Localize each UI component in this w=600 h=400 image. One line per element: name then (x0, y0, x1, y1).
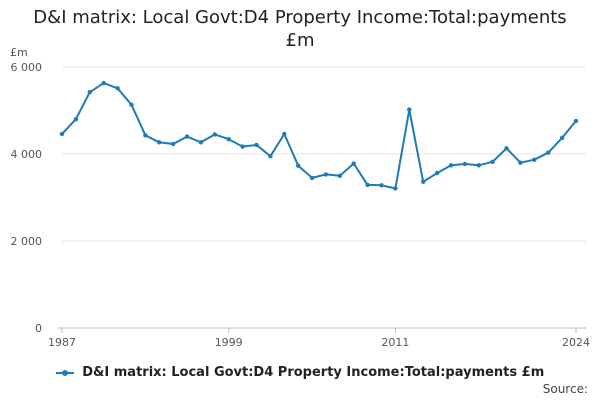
data-point[interactable] (407, 107, 412, 112)
data-point[interactable] (309, 175, 315, 181)
data-point[interactable] (157, 140, 162, 145)
y-tick-label: 0 (35, 322, 42, 335)
data-point[interactable] (323, 172, 329, 177)
data-point[interactable] (448, 163, 454, 168)
source-label: Source: (542, 382, 588, 396)
data-point[interactable] (226, 137, 231, 142)
data-point[interactable] (73, 117, 79, 122)
x-tick-label: 2024 (562, 336, 590, 349)
data-point[interactable] (254, 142, 259, 148)
data-point[interactable] (101, 80, 106, 86)
axes: 0 2 000 4 000 6 000 1987 1999 2011 2024 (11, 61, 591, 349)
series-line (61, 82, 577, 190)
data-point[interactable] (296, 163, 301, 168)
data-point[interactable] (212, 132, 217, 137)
legend: D&I matrix: Local Govt:D4 Property Incom… (0, 365, 600, 380)
data-point[interactable] (573, 118, 579, 124)
data-point[interactable] (240, 144, 245, 149)
x-tick-label: 1987 (48, 336, 76, 349)
data-point[interactable] (337, 173, 342, 178)
data-point[interactable] (559, 135, 565, 141)
data-point[interactable] (490, 159, 495, 164)
series-layer (59, 80, 579, 191)
data-point[interactable] (379, 183, 384, 188)
chart-title: D&I matrix: Local Govt:D4 Property Incom… (0, 6, 600, 52)
legend-swatch-icon (55, 368, 74, 378)
data-point[interactable] (476, 163, 481, 168)
x-tick-label: 2011 (381, 336, 409, 349)
data-point[interactable] (434, 170, 440, 176)
data-point[interactable] (393, 186, 398, 191)
y-tick-label: 4 000 (11, 148, 43, 161)
data-point[interactable] (421, 179, 426, 184)
y-axis-unit-label: £m (10, 46, 28, 59)
x-tick-label: 1999 (215, 336, 243, 349)
data-point[interactable] (532, 157, 537, 162)
data-point[interactable] (282, 131, 287, 137)
data-point[interactable] (198, 140, 204, 145)
data-point[interactable] (365, 182, 370, 188)
legend-swatch-dot (61, 369, 68, 376)
data-point[interactable] (129, 102, 134, 108)
data-point[interactable] (59, 131, 65, 137)
y-tick-label: 6 000 (11, 61, 43, 74)
data-point[interactable] (268, 154, 273, 159)
y-tick-label: 2 000 (11, 235, 43, 248)
gridlines (62, 66, 586, 242)
data-point[interactable] (462, 161, 468, 167)
chart-title-line-2: £m (285, 30, 315, 51)
data-point[interactable] (115, 86, 120, 91)
data-point[interactable] (170, 141, 176, 147)
data-point[interactable] (504, 146, 509, 151)
data-point[interactable] (87, 90, 93, 95)
chart-title-line-1: D&I matrix: Local Govt:D4 Property Incom… (33, 7, 567, 28)
data-point[interactable] (546, 150, 551, 155)
data-point[interactable] (351, 161, 356, 166)
data-point[interactable] (184, 134, 190, 139)
legend-label: D&I matrix: Local Govt:D4 Property Incom… (82, 365, 545, 380)
data-point[interactable] (143, 133, 148, 138)
data-point[interactable] (518, 160, 523, 165)
